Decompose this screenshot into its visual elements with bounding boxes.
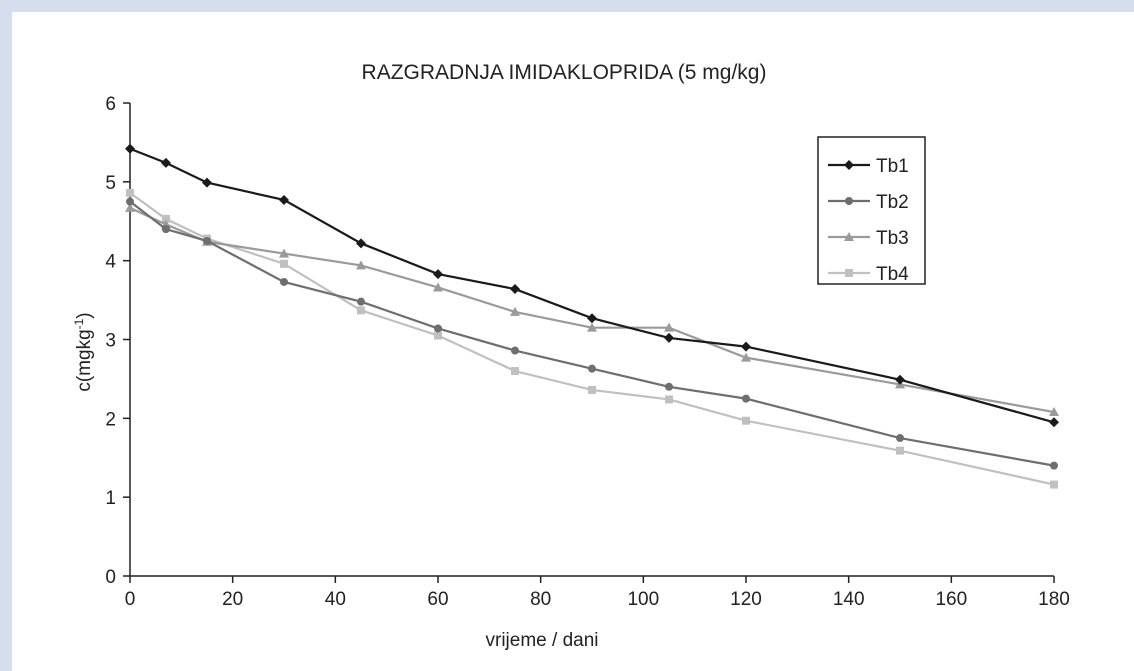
data-point [742,394,750,403]
y-tick-label: 0 [105,567,116,588]
data-point [1050,461,1058,470]
data-point [1049,417,1059,428]
data-point [665,395,673,404]
data-point [279,248,289,258]
x-tick-label: 140 [833,589,865,610]
y-axis-label: c(mgkg-1) [72,312,95,391]
x-tick-label: 180 [1038,589,1070,610]
data-point [357,306,365,315]
legend-label: Tb2 [876,192,909,213]
data-point [279,194,289,205]
series-tb2 [126,197,1058,470]
series-tb1 [125,143,1059,428]
y-axis-label-superscript: -1 [72,318,86,329]
series-line [129,191,1055,486]
data-point [664,332,674,343]
data-point [588,364,596,373]
data-point [742,416,750,425]
data-point [741,352,751,362]
data-point [433,269,443,280]
data-point [280,277,288,286]
data-point [126,197,134,206]
series-tb4 [126,188,1058,489]
y-tick-label: 5 [105,173,116,194]
x-axis-label: vrijeme / dani [486,630,599,651]
data-point [125,202,135,212]
series-layer [125,143,1059,489]
data-point [741,341,751,352]
y-tick-label: 1 [105,488,116,509]
data-point [895,374,905,385]
x-tick-label: 20 [222,589,243,610]
data-point [1049,407,1059,417]
chart-title: RAZGRADNJA IMIDAKLOPRIDA (5 mg/kg) [362,61,767,84]
data-point [357,297,365,306]
chart-panel: RAZGRADNJA IMIDAKLOPRIDA (5 mg/kg) vrije… [12,12,1134,671]
data-point [160,157,171,168]
data-point [433,282,443,292]
data-point [664,322,674,332]
y-tick-label: 3 [105,331,116,352]
x-tick-label: 80 [530,589,551,610]
data-point [511,346,519,355]
y-tick-label: 6 [105,94,116,115]
x-tick-label: 160 [935,589,967,610]
x-tick-label: 100 [627,589,659,610]
data-point [896,446,904,455]
x-tick-label: 0 [125,589,136,610]
data-point [588,385,596,394]
line-chart: RAZGRADNJA IMIDAKLOPRIDA (5 mg/kg) vrije… [72,61,1070,651]
legend-item-tb3: Tb3 [828,228,909,249]
x-tick-label: 120 [730,589,762,610]
legend: Tb1 Tb2 Tb3 Tb4 [817,136,926,285]
legend-item-tb1: Tb1 [828,156,909,177]
legend-marker [845,269,853,277]
legend-marker [844,232,854,241]
series-line [129,147,1055,424]
y-tick-label: 4 [105,252,116,273]
data-point [587,322,597,332]
data-point [896,434,904,443]
data-point [1050,480,1058,489]
legend-label: Tb3 [876,228,909,249]
legend-item-tb2: Tb2 [828,192,909,213]
legend-label: Tb1 [876,156,909,177]
legend-box [817,136,926,285]
data-point [356,238,366,249]
data-point [510,306,520,316]
legend-label: Tb4 [876,264,909,285]
legend-item-tb4: Tb4 [828,264,909,285]
data-point [280,259,288,268]
data-point [510,284,520,295]
data-point [356,260,366,270]
data-point [161,225,170,234]
data-point [587,313,597,324]
data-point [203,236,211,245]
data-point [161,214,170,223]
x-tick-label: 60 [427,589,448,610]
data-point [434,324,442,333]
y-tick-label: 2 [105,409,116,430]
data-point [126,188,134,197]
data-point [511,367,519,376]
data-point [125,143,135,154]
data-point [665,382,673,391]
x-tick-label: 40 [325,589,346,610]
series-line [129,200,1055,467]
legend-marker [844,160,854,170]
data-point [202,177,212,188]
legend-marker [845,197,853,205]
data-point [434,331,442,340]
